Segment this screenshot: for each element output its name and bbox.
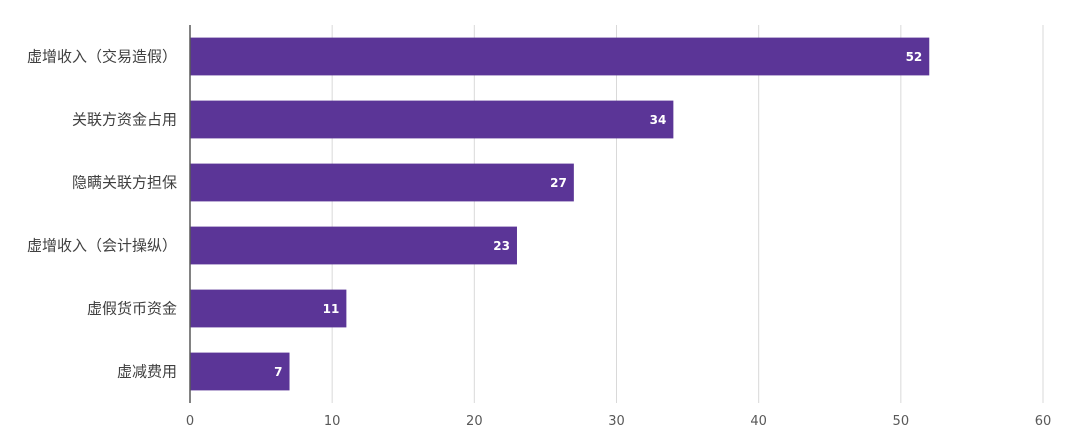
x-tick-label: 20: [466, 414, 483, 429]
data-label: 7: [274, 365, 282, 379]
category-label: 关联方资金占用: [72, 111, 177, 129]
bar: [190, 100, 674, 139]
x-tick-label: 60: [1035, 414, 1052, 429]
data-label: 27: [550, 176, 567, 190]
category-label: 虚减费用: [117, 363, 177, 381]
data-label: 34: [650, 113, 667, 127]
bar: [190, 37, 930, 76]
data-label: 52: [906, 50, 923, 64]
category-label: 虚假货币资金: [87, 300, 177, 318]
x-tick-label: 30: [608, 414, 625, 429]
data-label: 23: [493, 239, 510, 253]
x-tick-label: 50: [893, 414, 910, 429]
bar: [190, 226, 517, 265]
labels: 0 10 20 30 40 50 60 虚增收入（交易造假） 52 关联方资金占用 34 隐瞒关联方担…: [27, 48, 1051, 430]
data-label: 11: [323, 302, 340, 316]
bar: [190, 163, 574, 202]
category-label: 虚增收入（交易造假）: [27, 48, 177, 66]
category-label: 隐瞒关联方担保: [72, 174, 177, 192]
x-tick-label: 0: [186, 414, 194, 429]
category-label: 虚增收入（会计操纵）: [27, 237, 177, 255]
gridlines: [331, 25, 1044, 403]
bar: [190, 289, 347, 328]
x-tick-label: 40: [750, 414, 767, 429]
bars: [190, 37, 930, 391]
x-tick-label: 10: [324, 414, 341, 429]
bar: [190, 352, 290, 391]
